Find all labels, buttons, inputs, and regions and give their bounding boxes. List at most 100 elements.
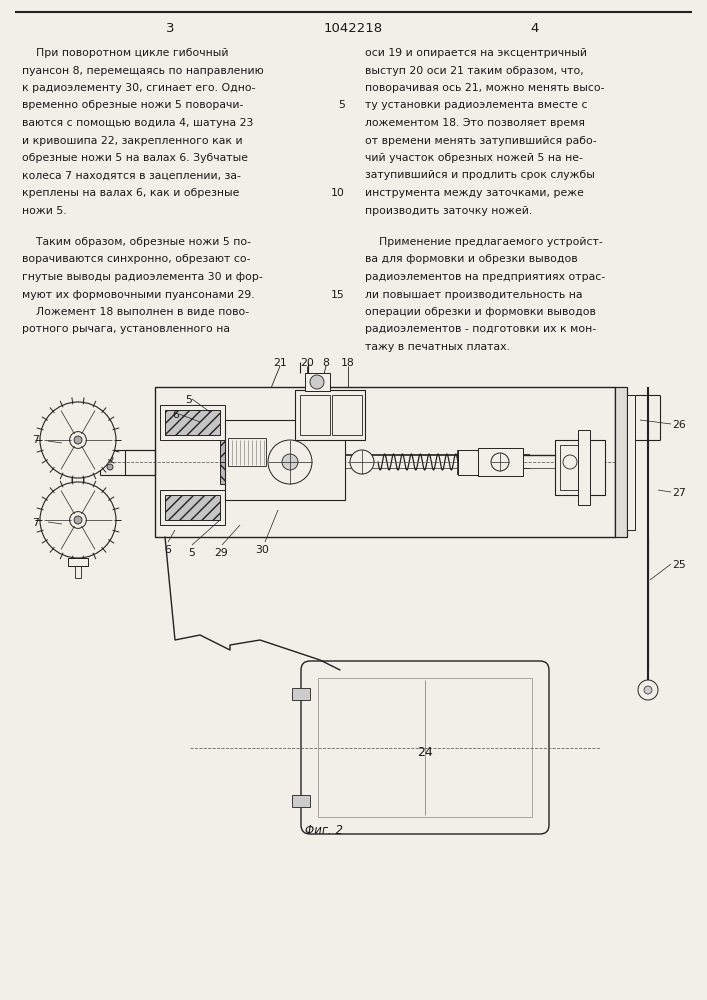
- Bar: [228, 438, 266, 466]
- Bar: [295, 390, 365, 440]
- Circle shape: [70, 512, 86, 528]
- Text: 8: 8: [322, 358, 329, 368]
- Text: 5: 5: [185, 395, 192, 405]
- Text: 5: 5: [189, 548, 195, 558]
- Bar: [300, 395, 330, 435]
- Text: 26: 26: [672, 420, 686, 430]
- Bar: [292, 688, 310, 700]
- Text: Ложемент 18 выполнен в виде пово-: Ложемент 18 выполнен в виде пово-: [22, 307, 249, 317]
- Bar: [627, 395, 635, 530]
- Text: 18: 18: [341, 358, 355, 368]
- Bar: [458, 450, 478, 475]
- Text: тажу в печатных платах.: тажу в печатных платах.: [365, 342, 510, 352]
- Bar: [155, 387, 615, 537]
- Text: 27: 27: [672, 488, 686, 498]
- Circle shape: [350, 450, 374, 474]
- Circle shape: [74, 436, 82, 444]
- Text: 7: 7: [32, 518, 39, 528]
- Bar: [160, 490, 225, 525]
- Text: производить заточку ножей.: производить заточку ножей.: [365, 206, 532, 216]
- Text: от времени менять затупившийся рабо-: от времени менять затупившийся рабо-: [365, 135, 597, 145]
- Bar: [478, 448, 523, 476]
- Text: Таким образом, обрезные ножи 5 по-: Таким образом, обрезные ножи 5 по-: [22, 237, 251, 247]
- Text: 21: 21: [273, 358, 287, 368]
- FancyBboxPatch shape: [301, 661, 549, 834]
- Circle shape: [491, 453, 509, 471]
- Text: к радиоэлементу 30, сгинает его. Одно-: к радиоэлементу 30, сгинает его. Одно-: [22, 83, 255, 93]
- Text: операции обрезки и формовки выводов: операции обрезки и формовки выводов: [365, 307, 596, 317]
- Text: и кривошипа 22, закрепленного как и: и кривошипа 22, закрепленного как и: [22, 135, 243, 145]
- Text: 25: 25: [672, 560, 686, 570]
- Circle shape: [563, 455, 577, 469]
- Text: 30: 30: [255, 545, 269, 555]
- Text: ва для формовки и обрезки выводов: ва для формовки и обрезки выводов: [365, 254, 578, 264]
- Text: пуансон 8, перемещаясь по направлению: пуансон 8, перемещаясь по направлению: [22, 66, 264, 76]
- Text: Φиг. 2: Φиг. 2: [305, 824, 343, 837]
- Text: чий участок обрезных ножей 5 на не-: чий участок обрезных ножей 5 на не-: [365, 153, 583, 163]
- Bar: [292, 795, 310, 807]
- Text: затупившийся и продлить срок службы: затупившийся и продлить срок службы: [365, 170, 595, 180]
- Text: обрезные ножи 5 на валах 6. Зубчатые: обрезные ножи 5 на валах 6. Зубчатые: [22, 153, 248, 163]
- Bar: [75, 566, 81, 578]
- Bar: [578, 430, 590, 505]
- Bar: [125, 450, 155, 475]
- Text: При поворотном цикле гибочный: При поворотном цикле гибочный: [22, 48, 228, 58]
- Text: 29: 29: [214, 548, 228, 558]
- Circle shape: [268, 440, 312, 484]
- Bar: [318, 678, 532, 817]
- Bar: [305, 373, 330, 391]
- Text: ваются с помощью водила 4, шатуна 23: ваются с помощью водила 4, шатуна 23: [22, 118, 253, 128]
- Text: ротного рычага, установленного на: ротного рычага, установленного на: [22, 324, 230, 334]
- Circle shape: [74, 516, 82, 524]
- Text: выступ 20 оси 21 таким образом, что,: выступ 20 оси 21 таким образом, что,: [365, 66, 584, 76]
- Bar: [220, 440, 260, 462]
- Circle shape: [40, 482, 116, 558]
- Bar: [220, 462, 260, 484]
- Circle shape: [282, 454, 298, 470]
- Text: радиоэлементов на предприятиях отрас-: радиоэлементов на предприятиях отрас-: [365, 272, 605, 282]
- Bar: [68, 558, 88, 566]
- Text: ли повышает производительность на: ли повышает производительность на: [365, 290, 583, 300]
- Text: 5: 5: [338, 101, 345, 110]
- Bar: [160, 405, 225, 440]
- Text: 10: 10: [331, 188, 345, 198]
- Text: ложементом 18. Это позволяет время: ложементом 18. Это позволяет время: [365, 118, 585, 128]
- Text: 7: 7: [32, 435, 39, 445]
- Text: ворачиваются синхронно, обрезают со-: ворачиваются синхронно, обрезают со-: [22, 254, 250, 264]
- Circle shape: [70, 432, 86, 448]
- Bar: [165, 495, 220, 520]
- Bar: [615, 387, 627, 537]
- Bar: [560, 445, 578, 490]
- Circle shape: [107, 455, 113, 461]
- Text: 3: 3: [165, 22, 174, 35]
- Circle shape: [644, 686, 652, 694]
- Circle shape: [638, 680, 658, 700]
- Text: оси 19 и опирается на эксцентричный: оси 19 и опирается на эксцентричный: [365, 48, 587, 58]
- Bar: [555, 440, 605, 495]
- Text: временно обрезные ножи 5 поворачи-: временно обрезные ножи 5 поворачи-: [22, 101, 243, 110]
- Text: колеса 7 находятся в зацеплении, за-: колеса 7 находятся в зацеплении, за-: [22, 170, 241, 180]
- Text: 6: 6: [172, 410, 179, 420]
- Text: 4: 4: [531, 22, 539, 35]
- Text: ту установки радиоэлемента вместе с: ту установки радиоэлемента вместе с: [365, 101, 588, 110]
- Text: креплены на валах 6, как и обрезные: креплены на валах 6, как и обрезные: [22, 188, 240, 198]
- Bar: [615, 387, 627, 537]
- Text: муют их формовочными пуансонами 29.: муют их формовочными пуансонами 29.: [22, 290, 255, 300]
- Text: 15: 15: [332, 290, 345, 300]
- Circle shape: [40, 402, 116, 478]
- Text: 6: 6: [165, 545, 171, 555]
- Text: ножи 5.: ножи 5.: [22, 206, 66, 216]
- Text: гнутые выводы радиоэлемента 30 и фор-: гнутые выводы радиоэлемента 30 и фор-: [22, 272, 263, 282]
- Bar: [165, 410, 220, 435]
- Text: Применение предлагаемого устройст-: Применение предлагаемого устройст-: [365, 237, 603, 247]
- Bar: [332, 395, 362, 435]
- Text: радиоэлементов - подготовки их к мон-: радиоэлементов - подготовки их к мон-: [365, 324, 596, 334]
- Circle shape: [310, 375, 324, 389]
- Text: 20: 20: [300, 358, 314, 368]
- Text: 1042218: 1042218: [323, 22, 382, 35]
- Bar: [225, 420, 345, 500]
- Text: поворачивая ось 21, можно менять высо-: поворачивая ось 21, можно менять высо-: [365, 83, 604, 93]
- Circle shape: [107, 464, 113, 470]
- Text: инструмента между заточками, реже: инструмента между заточками, реже: [365, 188, 584, 198]
- Text: 24: 24: [417, 746, 433, 759]
